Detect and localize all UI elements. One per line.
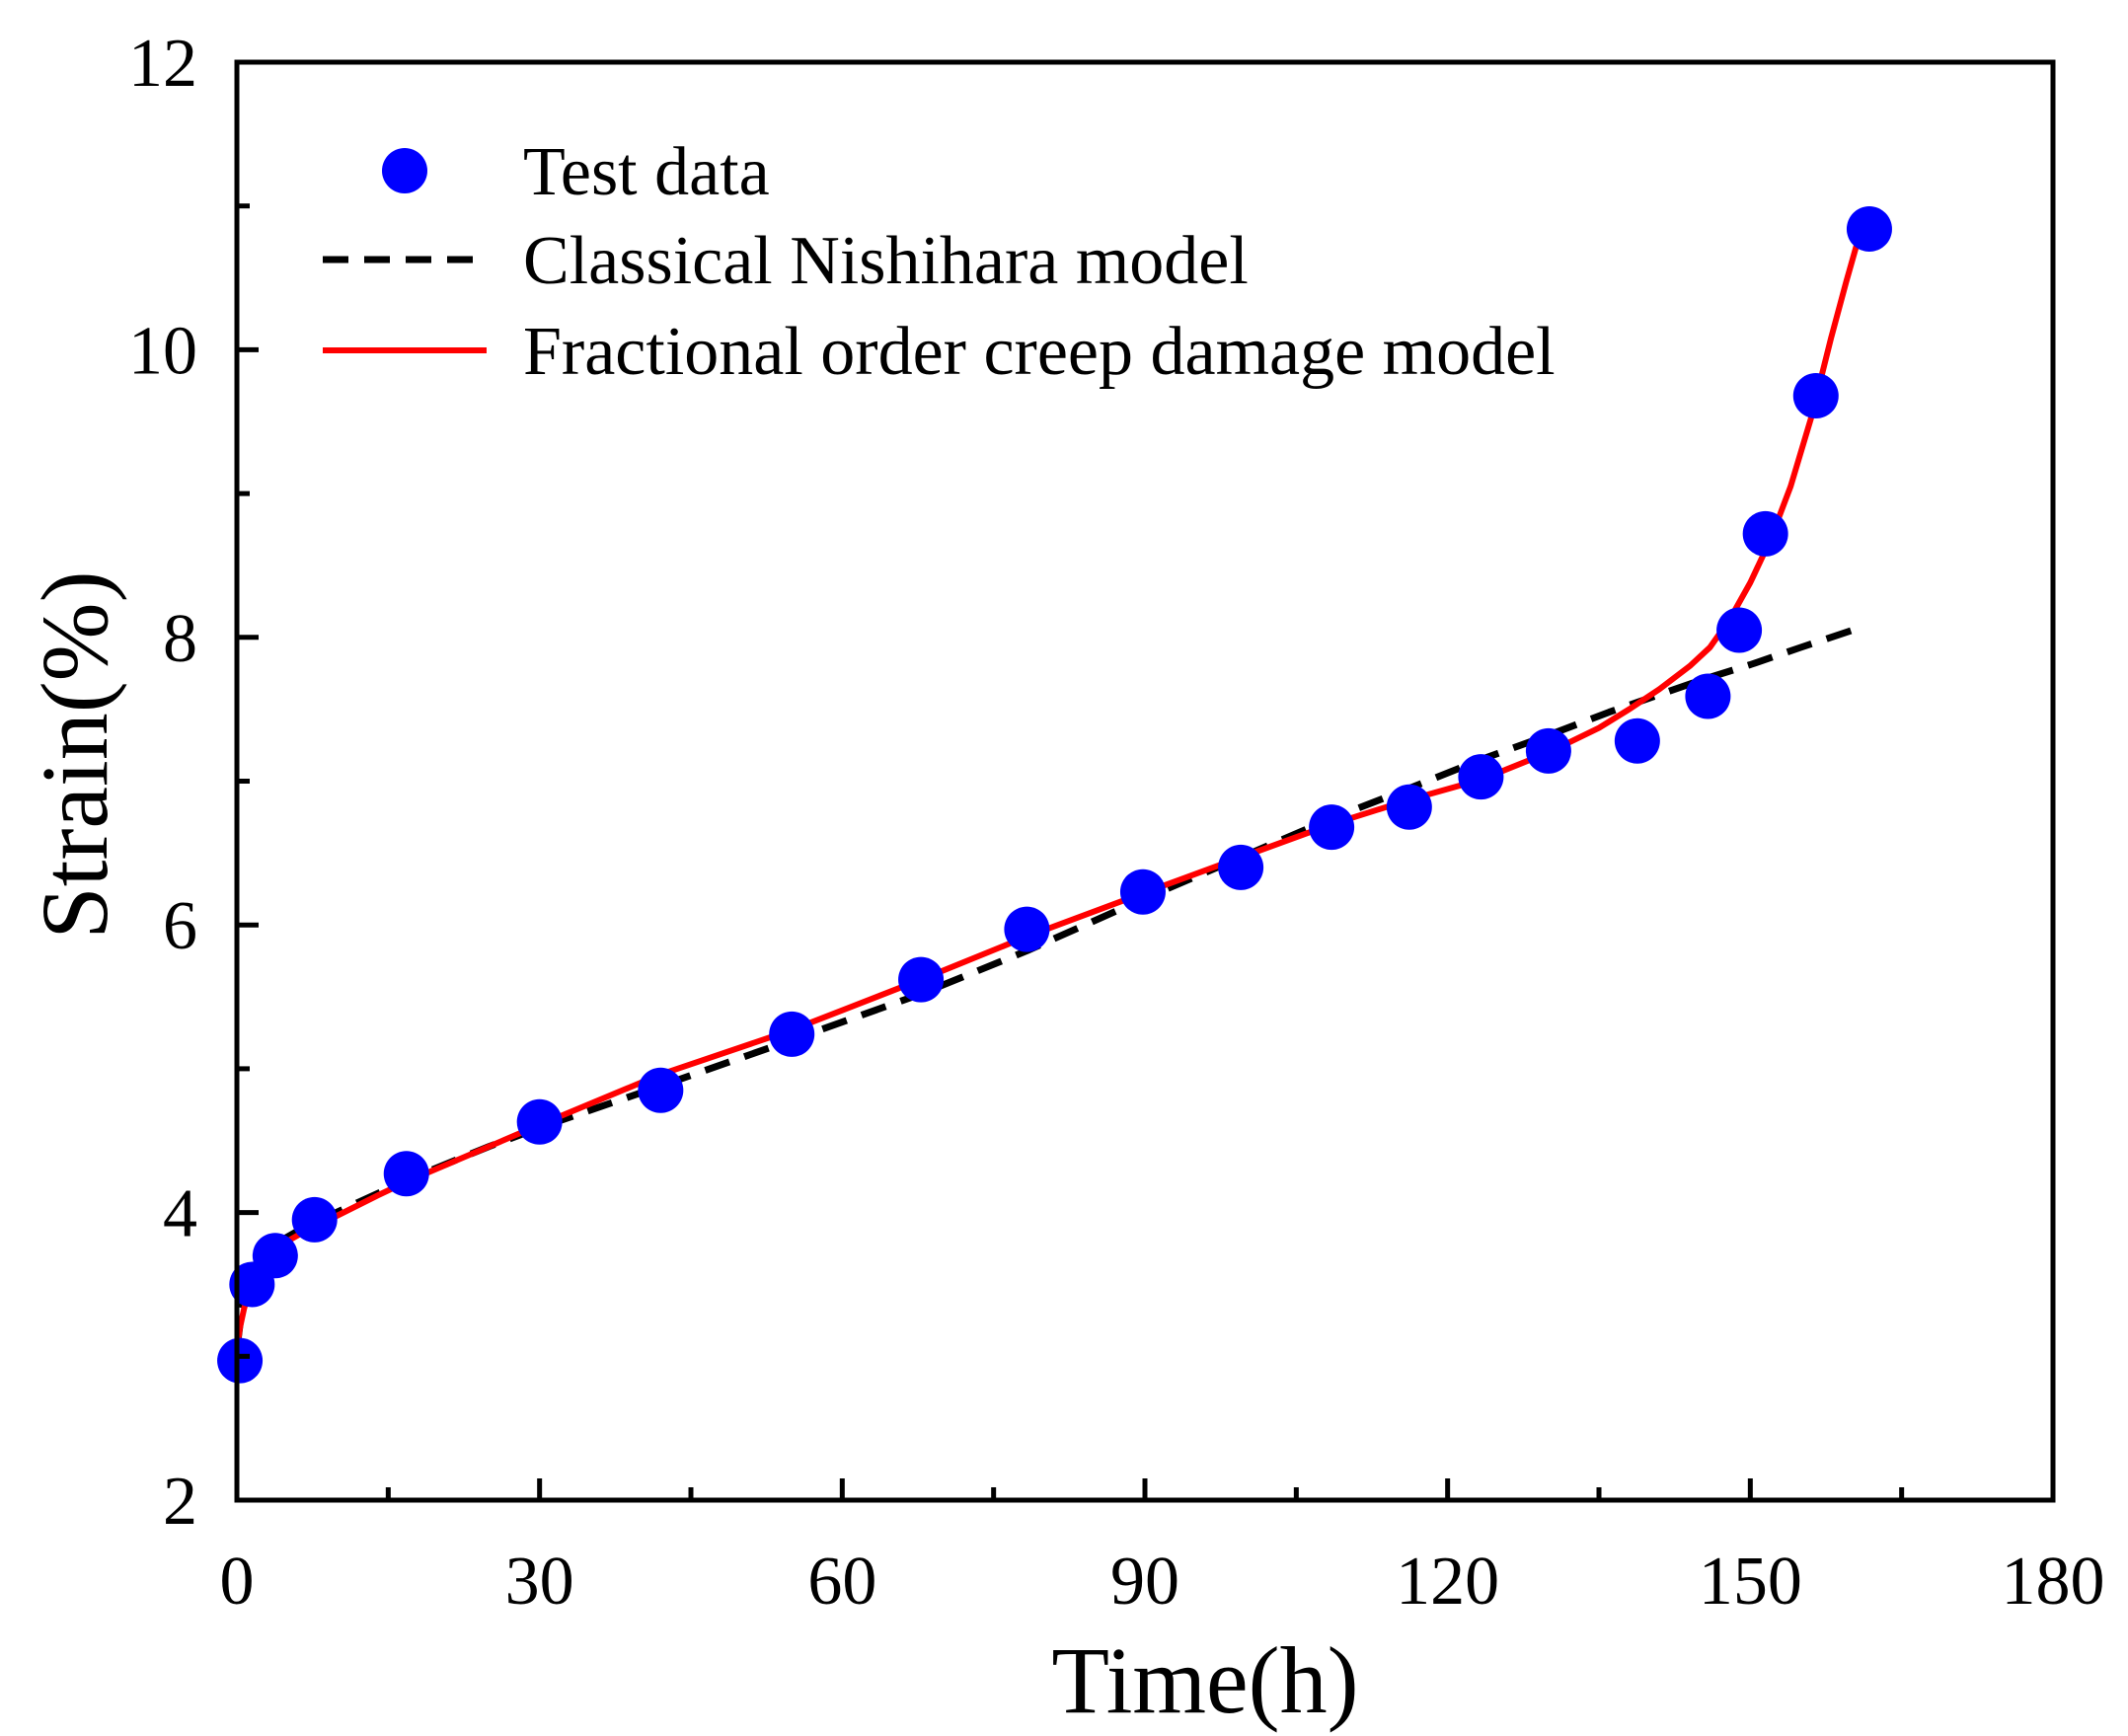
tick-layer: 0 30 60 90 120 150 180 2 4 6 8 10 12 xyxy=(128,26,2105,1620)
test-data-point xyxy=(1119,868,1166,915)
test-data-point xyxy=(252,1233,298,1279)
x-tick-label: 30 xyxy=(505,1544,574,1620)
test-data-point xyxy=(1846,206,1892,253)
test-data-point xyxy=(1716,607,1763,653)
test-data-point xyxy=(1614,717,1660,764)
y-tick-label: 10 xyxy=(128,313,197,389)
test-data-point xyxy=(383,1151,429,1197)
legend-label: Fractional order creep damage model xyxy=(523,314,1556,390)
test-data-point xyxy=(1792,373,1839,419)
test-data-point xyxy=(291,1196,338,1243)
test-data-point xyxy=(516,1098,563,1145)
y-tick-label: 6 xyxy=(163,888,197,964)
test-data-point xyxy=(1309,804,1355,851)
y-tick-label: 2 xyxy=(163,1464,197,1540)
test-data-point xyxy=(217,1337,264,1384)
test-data-point xyxy=(898,956,945,1003)
legend: Test data Classical Nishihara model Fracti… xyxy=(323,134,1556,390)
x-tick-label: 120 xyxy=(1396,1544,1499,1620)
legend-label: Classical Nishihara model xyxy=(523,223,1249,299)
test-data-point xyxy=(1458,754,1504,800)
y-axis-label: Strain(%) xyxy=(22,570,127,939)
legend-label: Test data xyxy=(523,134,770,210)
test-data-point xyxy=(1742,510,1788,557)
test-data-point xyxy=(1218,844,1264,890)
legend-marker-test-data xyxy=(382,148,427,193)
test-data-point xyxy=(1685,673,1731,719)
series-layer xyxy=(217,206,1892,1384)
test-data-point xyxy=(638,1067,684,1113)
x-tick-label: 0 xyxy=(220,1544,255,1620)
y-tick-label: 8 xyxy=(163,601,197,677)
x-tick-label: 90 xyxy=(1110,1544,1179,1620)
y-tick-label: 12 xyxy=(128,26,197,102)
test-data-point xyxy=(1525,727,1571,774)
test-data-point xyxy=(1386,784,1432,830)
x-tick-label: 180 xyxy=(2002,1544,2105,1620)
y-tick-label: 4 xyxy=(163,1176,197,1252)
test-data-point xyxy=(1004,906,1050,952)
test-data-point xyxy=(769,1011,815,1057)
x-tick-label: 150 xyxy=(1699,1544,1802,1620)
x-tick-label: 60 xyxy=(807,1544,876,1620)
x-axis-label: Time(h) xyxy=(1051,1627,1358,1733)
